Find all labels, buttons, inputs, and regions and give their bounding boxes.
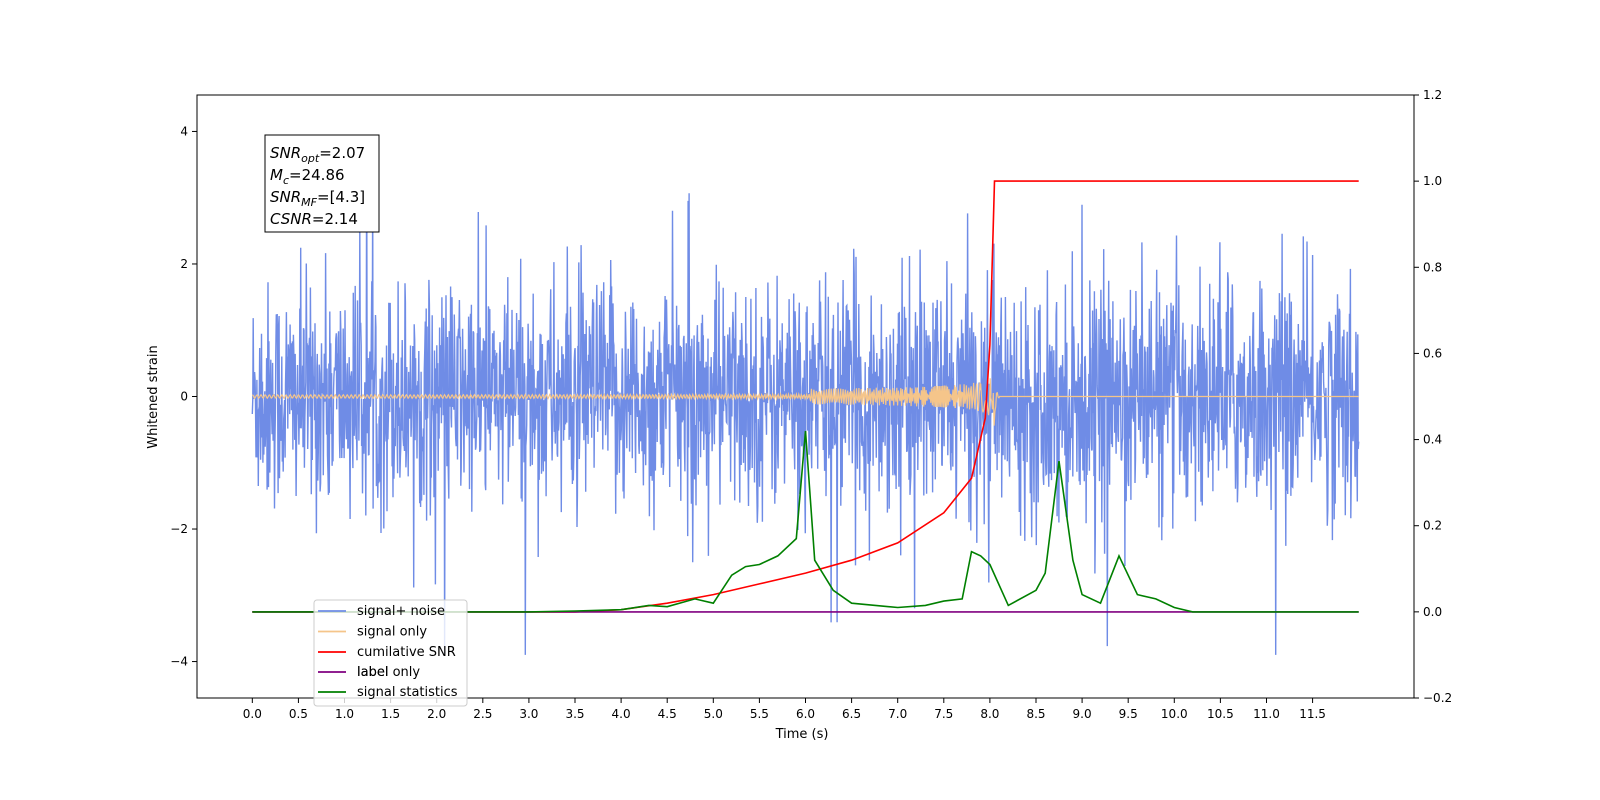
legend-frame xyxy=(313,599,468,707)
y-axis-label: Whitened strain xyxy=(146,345,161,448)
x-tick-label: 11.5 xyxy=(1299,707,1326,721)
x-tick-label: 1.5 xyxy=(381,707,400,721)
legend: signal+ noise signal only cumilative SNR la… xyxy=(313,599,468,707)
legend-label: signal only xyxy=(357,625,427,640)
y-left-tick-label: −4 xyxy=(170,655,188,669)
legend-label: signal statistics xyxy=(357,685,458,700)
series-signal-noise xyxy=(251,143,1360,655)
x-tick-label: 10.5 xyxy=(1207,707,1234,721)
x-tick-label: 6.0 xyxy=(796,707,815,721)
x-tick-label: 3.0 xyxy=(519,707,538,721)
annotation-line: Mc=24.86 xyxy=(270,166,345,187)
x-tick-label: 2.5 xyxy=(473,707,492,721)
y-right-tick-label: 1.0 xyxy=(1423,174,1442,188)
series-signal-only xyxy=(252,378,1359,426)
x-tick-label: 4.0 xyxy=(612,707,631,721)
y-left-tick-label: 0 xyxy=(180,390,188,404)
annotation-line: CSNR=2.14 xyxy=(270,210,358,228)
y-left-tick-label: 2 xyxy=(180,257,188,271)
x-tick-label: 0.5 xyxy=(289,707,308,721)
x-tick-label: 2.0 xyxy=(427,707,446,721)
x-tick-label: 10.0 xyxy=(1161,707,1188,721)
annotation-frame xyxy=(264,134,380,233)
series-signal-statistics xyxy=(252,430,1359,613)
x-tick-label: 1.0 xyxy=(335,707,354,721)
annotation-line: SNRopt=2.07 xyxy=(270,144,365,165)
x-tick-label: 8.0 xyxy=(980,707,999,721)
x-tick-label: 6.5 xyxy=(842,707,861,721)
x-tick-label: 9.5 xyxy=(1119,707,1138,721)
x-tick-label: 4.5 xyxy=(658,707,677,721)
x-tick-label: 7.0 xyxy=(888,707,907,721)
y-right-tick-label: 0.4 xyxy=(1423,433,1442,447)
y-right-tick-label: 0.2 xyxy=(1423,519,1442,533)
y-right-tick-label: 0.8 xyxy=(1423,260,1442,274)
x-axis-label: Time (s) xyxy=(775,727,829,742)
y-right-tick-label: 0.6 xyxy=(1423,346,1442,360)
y-left-tick-label: −2 xyxy=(170,522,188,536)
legend-label: cumilative SNR xyxy=(357,645,456,660)
y-left-tick-label: 4 xyxy=(180,124,188,138)
x-tick-label: 3.5 xyxy=(565,707,584,721)
x-tick-label: 5.0 xyxy=(704,707,723,721)
y-right-tick-label: 1.2 xyxy=(1423,88,1442,102)
x-tick-label: 9.0 xyxy=(1073,707,1092,721)
x-tick-label: 0.0 xyxy=(243,707,262,721)
y-right-tick-label: 0.0 xyxy=(1423,605,1442,619)
x-tick-label: 5.5 xyxy=(750,707,769,721)
x-tick-label: 11.0 xyxy=(1253,707,1280,721)
x-tick-label: 8.5 xyxy=(1026,707,1045,721)
x-tick-label: 7.5 xyxy=(934,707,953,721)
legend-label: label xyxy=(357,665,388,680)
annotation-line: SNRMF=[4.3] xyxy=(270,188,365,209)
legend-label: label only xyxy=(357,665,420,680)
legend-label: signal+ noise xyxy=(357,604,445,619)
y-right-tick-label: −0.2 xyxy=(1423,691,1452,705)
